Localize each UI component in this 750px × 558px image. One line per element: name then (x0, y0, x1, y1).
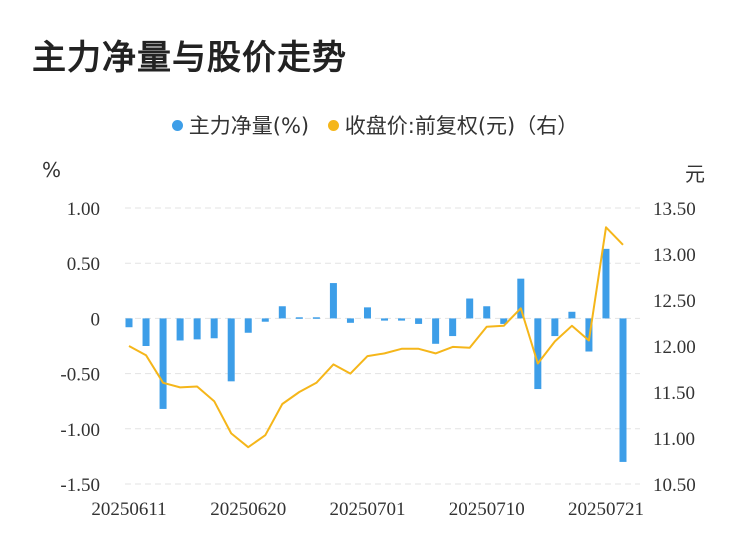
bar (176, 318, 184, 341)
chart-title: 主力净量与股价走势 (32, 38, 347, 78)
bar (432, 318, 440, 344)
bar (500, 318, 508, 324)
bar (329, 283, 337, 319)
legend-label-price: 收盘价:前复权(元)（右） (344, 114, 579, 138)
bar (261, 318, 269, 322)
x-tick-label: 20250721 (568, 499, 644, 520)
bar (381, 318, 389, 321)
legend-item-price[interactable]: 收盘价:前复权(元)（右） (327, 110, 579, 140)
bar (517, 278, 525, 319)
bar (466, 298, 474, 319)
price-line (128, 226, 624, 449)
bar (568, 311, 576, 319)
bar (602, 248, 610, 319)
left-tick-label: -1.00 (60, 420, 100, 441)
bar (244, 318, 252, 333)
legend-label-net: 主力净量(%) (188, 114, 310, 138)
bar (415, 318, 423, 324)
left-tick-label: 0 (91, 309, 101, 330)
legend-dot-net-icon (171, 119, 183, 131)
x-tick-label: 20250620 (210, 499, 286, 520)
bar (159, 318, 167, 409)
legend-dot-price-icon (327, 119, 339, 131)
bar (551, 318, 559, 337)
bar (142, 318, 150, 346)
right-axis-unit: 元 (685, 162, 705, 186)
right-tick-label: 10.50 (653, 475, 696, 496)
right-tick-label: 13.00 (653, 245, 696, 266)
bar (278, 306, 286, 319)
x-tick-label: 20250611 (91, 499, 166, 520)
x-tick-label: 20250701 (329, 499, 405, 520)
left-axis-unit: % (42, 158, 62, 182)
left-tick-label: 1.00 (67, 199, 100, 220)
bar (346, 318, 354, 323)
bar (398, 318, 406, 321)
right-tick-label: 12.50 (653, 291, 696, 312)
bar (227, 318, 235, 382)
right-tick-label: 11.50 (653, 383, 695, 404)
bar (534, 318, 542, 390)
legend-item-net[interactable]: 主力净量(%) (171, 110, 310, 140)
bar (295, 317, 303, 319)
right-tick-label: 13.50 (653, 199, 696, 220)
bar (449, 318, 457, 337)
left-tick-label: -0.50 (60, 365, 100, 386)
left-tick-label: 0.50 (67, 254, 100, 275)
bar (125, 318, 133, 328)
right-tick-label: 11.00 (653, 429, 695, 450)
bar (363, 307, 371, 319)
bar (210, 318, 218, 339)
bar (483, 306, 491, 319)
legend: 主力净量(%) 收盘价:前复权(元)（右） (0, 110, 750, 140)
right-tick-label: 12.00 (653, 337, 696, 358)
x-tick-label: 20250710 (449, 499, 525, 520)
bar (312, 317, 320, 319)
left-tick-label: -1.50 (60, 475, 100, 496)
bar (619, 318, 627, 462)
bar (193, 318, 201, 340)
